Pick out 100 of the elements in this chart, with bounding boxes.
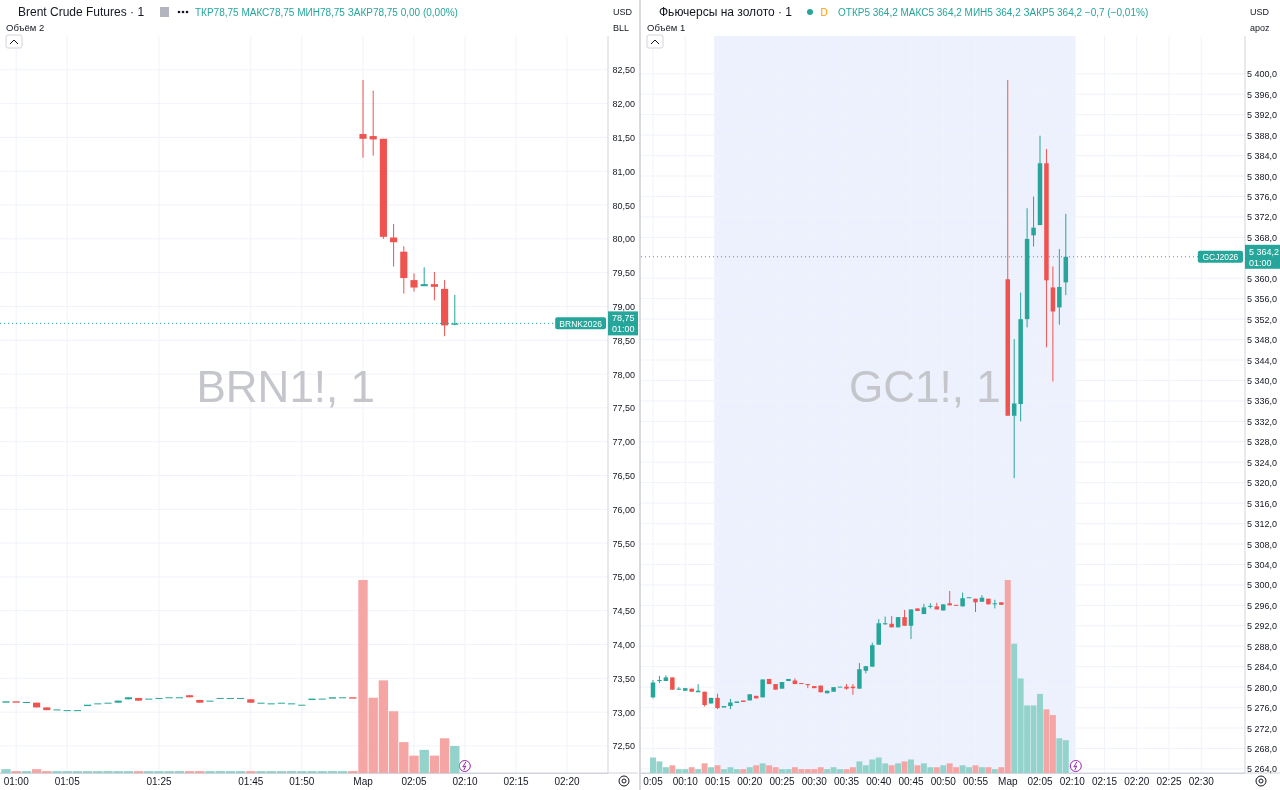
- y-tick-label: 5 396,0: [1246, 89, 1277, 100]
- text: apoz: [1250, 23, 1271, 33]
- x-tick-label: 00:20: [737, 776, 763, 787]
- y-tick-label: 81,00: [612, 166, 635, 177]
- bar: [895, 763, 902, 773]
- text: 01:00: [1249, 257, 1272, 268]
- x-tick-label: 0:05: [643, 776, 664, 787]
- text: Объём 2: [6, 22, 45, 33]
- y-tick-label: 78,00: [612, 369, 635, 380]
- y-tick-label: 74,50: [612, 606, 635, 617]
- bar: [991, 769, 998, 773]
- candlestick: [876, 618, 882, 646]
- y-tick-label: 5 324,0: [1246, 457, 1277, 468]
- x-tick-label: 01:45: [238, 776, 264, 787]
- x-tick-label: 02:25: [1156, 776, 1182, 787]
- y-tick-label: 72,50: [612, 741, 635, 752]
- y-tick-label: 5 316,0: [1246, 498, 1277, 509]
- bar: [701, 763, 708, 773]
- y-tick-label: 77,00: [612, 437, 635, 448]
- x-tick-label: 02:05: [401, 776, 427, 787]
- bar: [740, 769, 747, 773]
- bar: [1, 769, 11, 773]
- y-tick-label: 75,50: [612, 538, 635, 549]
- bar: [908, 759, 914, 773]
- y-tick-label: 82,00: [612, 99, 635, 110]
- bar: [978, 767, 985, 773]
- y-tick-label: 5 264,0: [1246, 764, 1277, 775]
- y-tick-label: 5 368,0: [1246, 232, 1277, 243]
- x-tick-label: 00:55: [962, 776, 989, 787]
- x-tick-label: 01:05: [54, 776, 81, 787]
- bar: [753, 765, 760, 773]
- y-tick-label: 82,50: [612, 65, 635, 76]
- y-tick-label: 77,50: [612, 403, 635, 414]
- candlestick: [1031, 195, 1036, 248]
- y-tick-label: 79,50: [612, 268, 635, 279]
- y-tick-label: 74,00: [612, 640, 635, 651]
- x-tick-label: 02:05: [1027, 776, 1053, 787]
- candlestick: [1011, 338, 1017, 479]
- y-tick-label: 5 388,0: [1246, 130, 1277, 141]
- candlestick: [359, 79, 367, 159]
- y-tick-label: 5 320,0: [1246, 478, 1277, 489]
- x-tick-label: 00:10: [672, 776, 699, 787]
- x-tick-label: 02:20: [1124, 776, 1150, 787]
- y-tick-label: 5 276,0: [1246, 703, 1277, 714]
- text: 01:00: [612, 324, 635, 335]
- text: BLL: [613, 23, 630, 33]
- x-tick-label: 00:45: [898, 776, 924, 787]
- bar: [746, 767, 753, 773]
- y-tick-label: 5 268,0: [1246, 743, 1277, 754]
- y-tick-label: 5 272,0: [1246, 723, 1277, 734]
- y-tick-label: 78,50: [612, 335, 635, 346]
- bar: [985, 767, 992, 773]
- bar: [688, 767, 695, 773]
- text: 5 364,2: [1249, 246, 1280, 257]
- text: 78,75: [612, 313, 635, 324]
- chart-subtitle: ОТКР5 364,2 МАКС5 364,2 МИН5 364,2 ЗАКР5 364,2 −0,7 (−0,01%): [838, 7, 1149, 18]
- y-tick-label: 75,00: [612, 572, 635, 583]
- y-tick-label: 5 372,0: [1246, 212, 1277, 223]
- y-tick-label: 5 292,0: [1246, 621, 1277, 632]
- y-tick-label: 73,50: [612, 673, 635, 684]
- chart-title: Фьючерсы на золото · 1: [659, 5, 793, 19]
- bar: [695, 769, 702, 773]
- candlestick: [908, 608, 914, 640]
- y-tick-label: 5 332,0: [1246, 416, 1277, 427]
- x-tick-label: 01:25: [146, 776, 172, 787]
- x-tick-label: Мар: [997, 776, 1018, 787]
- y-tick-label: 5 340,0: [1246, 375, 1277, 386]
- bar: [914, 765, 921, 773]
- y-tick-label: 73,00: [612, 707, 635, 718]
- x-tick-label: 00:30: [801, 776, 828, 787]
- y-tick-label: 76,00: [612, 504, 635, 515]
- candlestick: [857, 662, 862, 690]
- y-tick-label: 5 352,0: [1246, 314, 1277, 325]
- x-tick-label: 02:30: [1188, 776, 1215, 787]
- bar: [708, 767, 715, 773]
- x-tick-label: 00:25: [769, 776, 795, 787]
- y-tick-label: 79,00: [612, 301, 635, 312]
- candlestick: [390, 223, 398, 268]
- x-tick-label: 02:10: [452, 776, 478, 787]
- x-tick-label: 01:50: [289, 776, 315, 787]
- x-tick-label: 00:40: [866, 776, 892, 787]
- text: D: [820, 7, 828, 18]
- y-tick-label: 5 296,0: [1246, 600, 1277, 611]
- text: USD: [613, 7, 633, 17]
- text: USD: [1250, 7, 1270, 17]
- y-tick-label: 5 284,0: [1246, 662, 1277, 673]
- x-tick-label: 02:10: [1059, 776, 1086, 787]
- x-tick-label: 02:20: [554, 776, 580, 787]
- x-tick-label: Мар: [353, 776, 374, 787]
- bar: [759, 763, 766, 773]
- x-tick-label: 00:15: [704, 776, 731, 787]
- y-tick-label: 5 336,0: [1246, 396, 1277, 407]
- annotation: BRN1!, 1: [196, 362, 376, 411]
- y-tick-label: 5 344,0: [1246, 355, 1277, 366]
- bar: [933, 767, 940, 773]
- y-tick-label: 5 312,0: [1246, 519, 1277, 530]
- y-tick-label: 81,50: [612, 132, 635, 143]
- y-tick-label: 76,50: [612, 471, 635, 481]
- ref-line-label: GCJ2026: [1202, 252, 1239, 263]
- y-tick-label: 80,00: [612, 234, 635, 245]
